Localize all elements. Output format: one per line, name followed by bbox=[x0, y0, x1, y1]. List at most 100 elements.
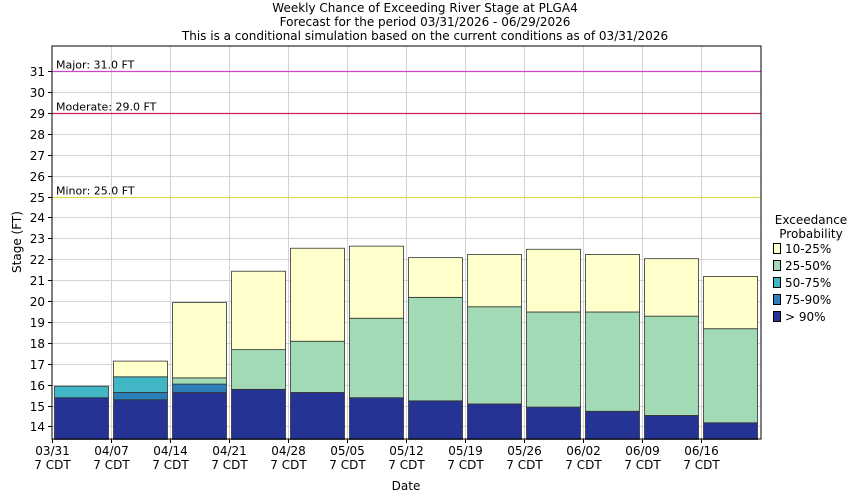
bar-segment-25-50 bbox=[526, 311, 581, 408]
y-tick-label: 18 bbox=[30, 337, 45, 351]
legend-label: 75-90% bbox=[785, 293, 831, 307]
threshold-label: Moderate: 29.0 FT bbox=[56, 101, 157, 114]
threshold-label: Major: 31.0 FT bbox=[56, 59, 135, 72]
y-tick-label: 28 bbox=[30, 128, 45, 142]
bar-segment-25-50 bbox=[408, 296, 463, 402]
x-tick-label-date: 05/26 bbox=[507, 444, 542, 458]
x-axis-label: Date bbox=[392, 479, 421, 493]
x-tick-label-time: 7 CDT bbox=[34, 458, 71, 472]
bar-segment-25-50 bbox=[349, 317, 404, 399]
bar-segment-gt90 bbox=[408, 400, 463, 440]
bar-segment-25-50 bbox=[172, 377, 227, 385]
bar-segment-gt90 bbox=[231, 388, 286, 440]
y-tick-label: 21 bbox=[30, 274, 45, 288]
bar-segment-10-25 bbox=[290, 247, 345, 342]
x-tick-label-date: 04/28 bbox=[271, 444, 306, 458]
bar-segment-10-25 bbox=[703, 276, 758, 330]
bar-segment-10-25 bbox=[408, 257, 463, 298]
y-tick-label: 24 bbox=[30, 211, 45, 225]
legend-label: 50-75% bbox=[785, 276, 831, 290]
bar-segment-10-25 bbox=[585, 254, 640, 313]
bar-segment-gt90 bbox=[467, 403, 522, 440]
legend-label: 10-25% bbox=[785, 242, 831, 256]
x-tick-label-time: 7 CDT bbox=[270, 458, 307, 472]
threshold-layer: Major: 31.0 FT Moderate: 29.0 FT Minor: 25… bbox=[52, 59, 761, 199]
legend-swatch bbox=[773, 311, 781, 322]
y-tick-label: 29 bbox=[30, 107, 45, 121]
bar-segment-gt90 bbox=[526, 406, 581, 440]
legend-swatch bbox=[773, 243, 781, 254]
threshold-label: Minor: 25.0 FT bbox=[56, 185, 135, 198]
x-tick-label-time: 7 CDT bbox=[329, 458, 366, 472]
bar-segment-gt90 bbox=[113, 399, 168, 440]
bar-segment-25-50 bbox=[644, 315, 699, 416]
x-tick-label-time: 7 CDT bbox=[211, 458, 248, 472]
x-tick-label-date: 04/07 bbox=[94, 444, 129, 458]
x-tick-label-time: 7 CDT bbox=[565, 458, 602, 472]
bar-segment-50-75 bbox=[54, 385, 109, 399]
bar-segment-25-50 bbox=[585, 311, 640, 412]
bar-segment-25-50 bbox=[703, 328, 758, 424]
x-tick-label-time: 7 CDT bbox=[506, 458, 543, 472]
bar-segment-gt90 bbox=[349, 397, 404, 440]
y-tick-label: 27 bbox=[30, 149, 45, 163]
y-axis-label: Stage (FT) bbox=[10, 211, 24, 273]
bar-segment-75-90 bbox=[172, 383, 227, 393]
x-tick-label-time: 7 CDT bbox=[683, 458, 720, 472]
bar-segment-gt90 bbox=[644, 415, 699, 440]
legend-swatch bbox=[773, 260, 781, 271]
x-tick-label-time: 7 CDT bbox=[93, 458, 130, 472]
legend-label: 25-50% bbox=[785, 259, 831, 273]
bar-segment-gt90 bbox=[54, 397, 109, 440]
x-tick-label-date: 04/21 bbox=[212, 444, 247, 458]
bar-segment-10-25 bbox=[172, 302, 227, 379]
x-tick-label-date: 05/05 bbox=[330, 444, 365, 458]
bar-segment-10-25 bbox=[231, 270, 286, 351]
bar-segment-gt90 bbox=[585, 410, 640, 440]
y-tick-label: 26 bbox=[30, 170, 45, 184]
y-tick-label: 19 bbox=[30, 316, 45, 330]
chart-subtitle-period: Forecast for the period 03/31/2026 - 06/… bbox=[280, 15, 571, 29]
legend-items: 10-25% 25-50% 50-75% 75-90% > 90% bbox=[773, 242, 831, 324]
bar-segment-10-25 bbox=[526, 248, 581, 313]
x-tick-label-date: 05/12 bbox=[389, 444, 424, 458]
bar-segment-75-90 bbox=[113, 392, 168, 401]
x-tick-label-time: 7 CDT bbox=[388, 458, 425, 472]
legend-swatch bbox=[773, 294, 781, 305]
y-tick-label: 30 bbox=[30, 86, 45, 100]
y-tick-label: 31 bbox=[30, 65, 45, 79]
chart-title: Weekly Chance of Exceeding River Stage a… bbox=[272, 1, 577, 15]
y-tick-label: 25 bbox=[30, 191, 45, 205]
x-tick-label-date: 06/09 bbox=[625, 444, 660, 458]
chart-subtitle-conditions: This is a conditional simulation based o… bbox=[181, 29, 668, 43]
y-axis: 14 15 16 17 18 19 20 21 22 23 24 25 26 27 28 29 30 31 bbox=[30, 65, 52, 434]
legend-title-line-1: Exceedance bbox=[775, 213, 847, 227]
legend: Exceedance Probability 10-25% 25-50% 50-75… bbox=[773, 213, 847, 324]
legend-label: > 90% bbox=[785, 310, 826, 324]
grid-layer bbox=[52, 46, 761, 439]
y-tick-label: 20 bbox=[30, 295, 45, 309]
y-tick-label: 23 bbox=[30, 232, 45, 246]
bar-segment-10-25 bbox=[467, 254, 522, 308]
y-tick-label: 15 bbox=[30, 400, 45, 414]
x-tick-label-date: 03/31 bbox=[35, 444, 70, 458]
x-tick-label-time: 7 CDT bbox=[624, 458, 661, 472]
y-tick-label: 22 bbox=[30, 253, 45, 267]
bar-segment-gt90 bbox=[290, 392, 345, 440]
bar-segment-gt90 bbox=[172, 392, 227, 440]
y-tick-label: 14 bbox=[30, 420, 45, 434]
x-tick-label-date: 04/14 bbox=[153, 444, 188, 458]
legend-title-line-2: Probability bbox=[779, 227, 842, 241]
bar-segment-25-50 bbox=[467, 306, 522, 405]
x-tick-label-time: 7 CDT bbox=[152, 458, 189, 472]
bars-layer bbox=[54, 245, 758, 440]
bar-segment-25-50 bbox=[231, 349, 286, 390]
bar-segment-50-75 bbox=[113, 376, 168, 393]
y-tick-label: 16 bbox=[30, 379, 45, 393]
bar-segment-gt90 bbox=[703, 422, 758, 440]
x-tick-label-date: 06/16 bbox=[684, 444, 719, 458]
y-tick-label: 17 bbox=[30, 358, 45, 372]
bar-segment-10-25 bbox=[113, 360, 168, 378]
